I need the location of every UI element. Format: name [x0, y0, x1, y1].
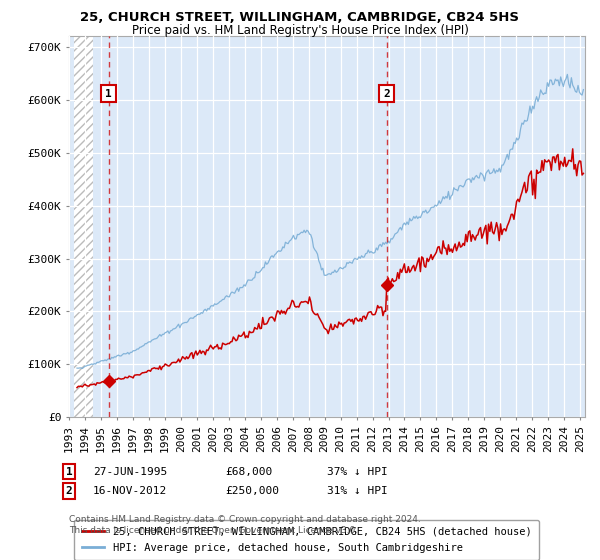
Text: Contains HM Land Registry data © Crown copyright and database right 2024.
This d: Contains HM Land Registry data © Crown c…	[69, 515, 421, 535]
Text: £250,000: £250,000	[225, 486, 279, 496]
Text: 27-JUN-1995: 27-JUN-1995	[93, 466, 167, 477]
Text: 16-NOV-2012: 16-NOV-2012	[93, 486, 167, 496]
Legend: 25, CHURCH STREET, WILLINGHAM, CAMBRIDGE, CB24 5HS (detached house), HPI: Averag: 25, CHURCH STREET, WILLINGHAM, CAMBRIDGE…	[74, 520, 539, 560]
Text: £68,000: £68,000	[225, 466, 272, 477]
Text: 37% ↓ HPI: 37% ↓ HPI	[327, 466, 388, 477]
Text: Price paid vs. HM Land Registry's House Price Index (HPI): Price paid vs. HM Land Registry's House …	[131, 24, 469, 36]
Bar	[74, 36, 93, 417]
Text: 2: 2	[65, 486, 73, 496]
Text: 2: 2	[383, 88, 390, 99]
Text: 1: 1	[65, 466, 73, 477]
Text: 25, CHURCH STREET, WILLINGHAM, CAMBRIDGE, CB24 5HS: 25, CHURCH STREET, WILLINGHAM, CAMBRIDGE…	[80, 11, 520, 24]
Text: 31% ↓ HPI: 31% ↓ HPI	[327, 486, 388, 496]
Text: 1: 1	[106, 88, 112, 99]
